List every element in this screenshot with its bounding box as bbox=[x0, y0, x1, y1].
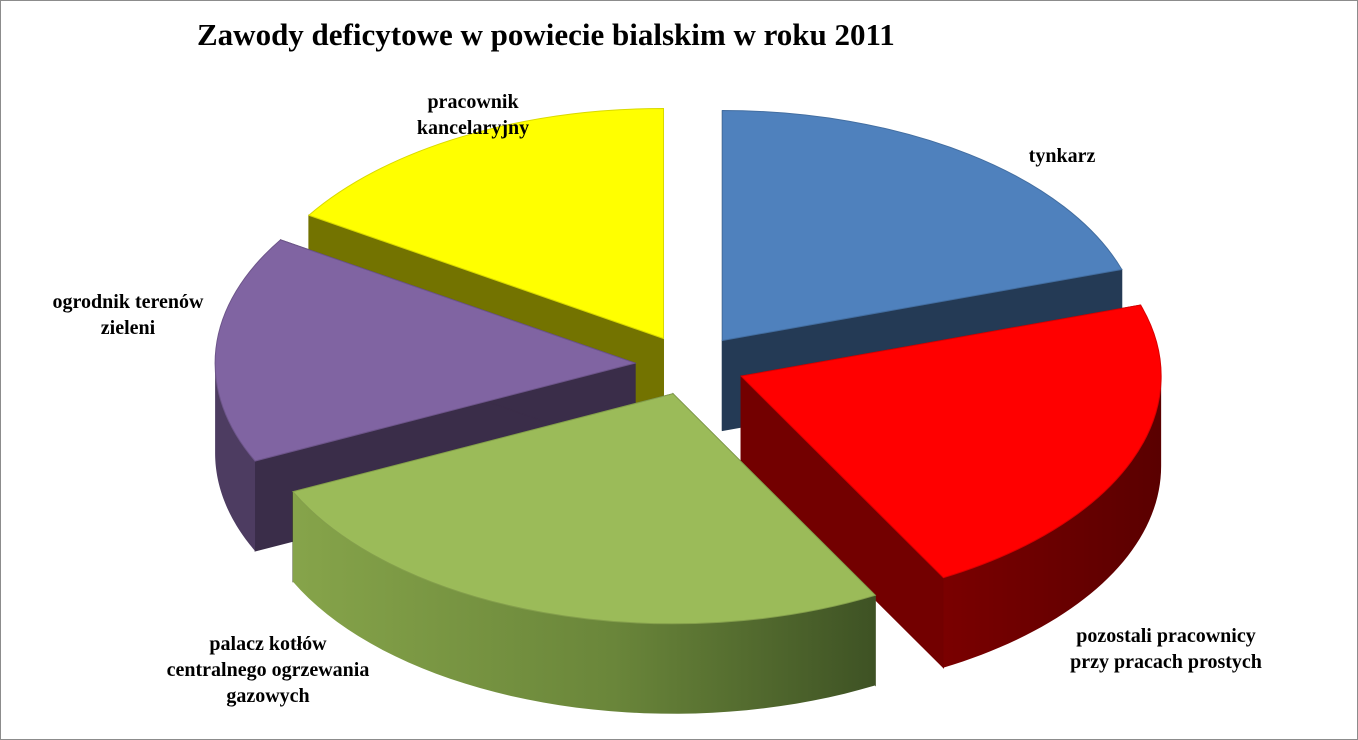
slice-label-4: pracownik kancelaryjny bbox=[417, 91, 529, 139]
chart-title: Zawody deficytowe w powiecie bialskim w … bbox=[197, 17, 895, 52]
slice-label-1: pozostali pracownicy przy pracach prostyc… bbox=[1070, 625, 1262, 673]
slice-label-0: tynkarz bbox=[1029, 145, 1096, 167]
slice-label-3: ogrodnik terenów zieleni bbox=[53, 291, 204, 339]
pie-slice-2 bbox=[292, 392, 877, 714]
pie-slice-1 bbox=[740, 304, 1162, 669]
slice-label-2: palacz kotłów centralnego ogrzewania gazow… bbox=[167, 633, 370, 707]
